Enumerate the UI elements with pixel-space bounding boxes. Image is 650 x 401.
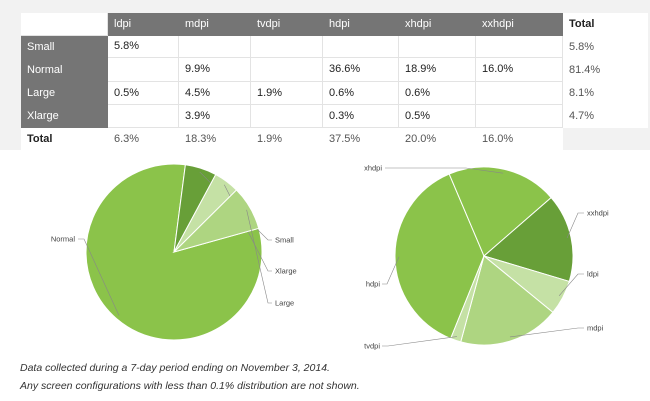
pie-label-xhdpi: xhdpi [364, 164, 382, 173]
table-cell [251, 36, 323, 58]
column-header-mdpi: mdpi [179, 13, 251, 36]
table-cell [251, 58, 323, 82]
table-cell [108, 58, 179, 82]
pie-slice-xhdpi [448, 166, 552, 257]
pie-label-xxhdpi: xxhdpi [587, 209, 609, 218]
pie-slice-hdpi [394, 173, 485, 340]
table-cell: 0.5% [399, 105, 476, 128]
table-cell [108, 105, 179, 128]
column-header-ldpi: ldpi [108, 13, 179, 36]
screen-size-pie-chart: Normal Small Xlarge Large [51, 163, 297, 341]
table-cell: 0.5% [108, 82, 179, 105]
leader-line-normal [78, 238, 120, 316]
table-cell: 1.9% [251, 82, 323, 105]
table-cell [251, 105, 323, 128]
pie-label-tvdpi: tvdpi [364, 342, 380, 351]
column-header-hdpi: hdpi [323, 13, 399, 36]
table-cell: 18.9% [399, 58, 476, 82]
leader-line-ldpi [558, 273, 584, 297]
pie-slice-xxhdpi [482, 196, 574, 283]
pie-label-normal: Normal [51, 235, 76, 244]
charts-area: Normal Small Xlarge Large hdpi xhdpi xxhdpi ld… [51, 163, 609, 351]
table-cell: 36.6% [323, 58, 399, 82]
column-total: 18.3% [179, 128, 251, 150]
leader-line-xhdpi [385, 167, 504, 174]
row-header-small: Small [21, 36, 108, 58]
pie-label-hdpi: hdpi [366, 280, 381, 289]
table-cell: 5.8% [108, 36, 179, 58]
pie-slice-tvdpi [450, 255, 485, 343]
column-total: 6.3% [108, 128, 179, 150]
column-total: 20.0% [399, 128, 476, 150]
row-total: 4.7% [563, 105, 648, 128]
table-corner [21, 13, 108, 36]
table-cell [323, 36, 399, 58]
pie-label-small: Small [275, 236, 294, 245]
pie-label-mdpi: mdpi [587, 324, 604, 333]
row-header-large: Large [21, 82, 108, 105]
pie-label-large: Large [275, 299, 294, 308]
leader-line-large [246, 209, 272, 304]
column-total: 1.9% [251, 128, 323, 150]
column-total: 16.0% [476, 128, 563, 150]
column-header-xhdpi: xhdpi [399, 13, 476, 36]
pie-slice-mdpi [460, 255, 554, 346]
leader-line-tvdpi [382, 336, 457, 347]
screen-density-pie-chart: hdpi xhdpi xxhdpi ldpi mdpi tvdpi [364, 164, 609, 351]
note-data-collected: Data collected during a 7-day period end… [20, 362, 330, 374]
leader-line-hdpi [382, 256, 400, 285]
table-cell [476, 36, 563, 58]
column-header-tvdpi: tvdpi [251, 13, 323, 36]
table-cell: 0.3% [323, 105, 399, 128]
table-cell: 3.9% [179, 105, 251, 128]
table-cell: 0.6% [323, 82, 399, 105]
pie-label-ldpi: ldpi [587, 270, 599, 279]
table-cell [399, 36, 476, 58]
column-total: 37.5% [323, 128, 399, 150]
column-header-total: Total [563, 13, 648, 36]
row-total: 81.4% [563, 58, 648, 82]
row-total: 8.1% [563, 82, 648, 105]
note-min-distribution: Any screen configurations with less than… [20, 380, 360, 392]
table-cell: 16.0% [476, 58, 563, 82]
row-header-normal: Normal [21, 58, 108, 82]
column-header-xxhdpi: xxhdpi [476, 13, 563, 36]
table-cell [476, 105, 563, 128]
table-cell: 4.5% [179, 82, 251, 105]
row-header-total: Total [21, 128, 108, 150]
table-cell: 0.6% [399, 82, 476, 105]
leader-line-mdpi [509, 327, 584, 338]
table-cell [476, 82, 563, 105]
pie-label-xlarge: Xlarge [275, 267, 297, 276]
table-cell: 9.9% [179, 58, 251, 82]
leader-line-xxhdpi [566, 212, 584, 239]
row-total: 5.8% [563, 36, 648, 58]
pie-slice-large [172, 189, 260, 253]
row-header-xlarge: Xlarge [21, 105, 108, 128]
table-cell [179, 36, 251, 58]
